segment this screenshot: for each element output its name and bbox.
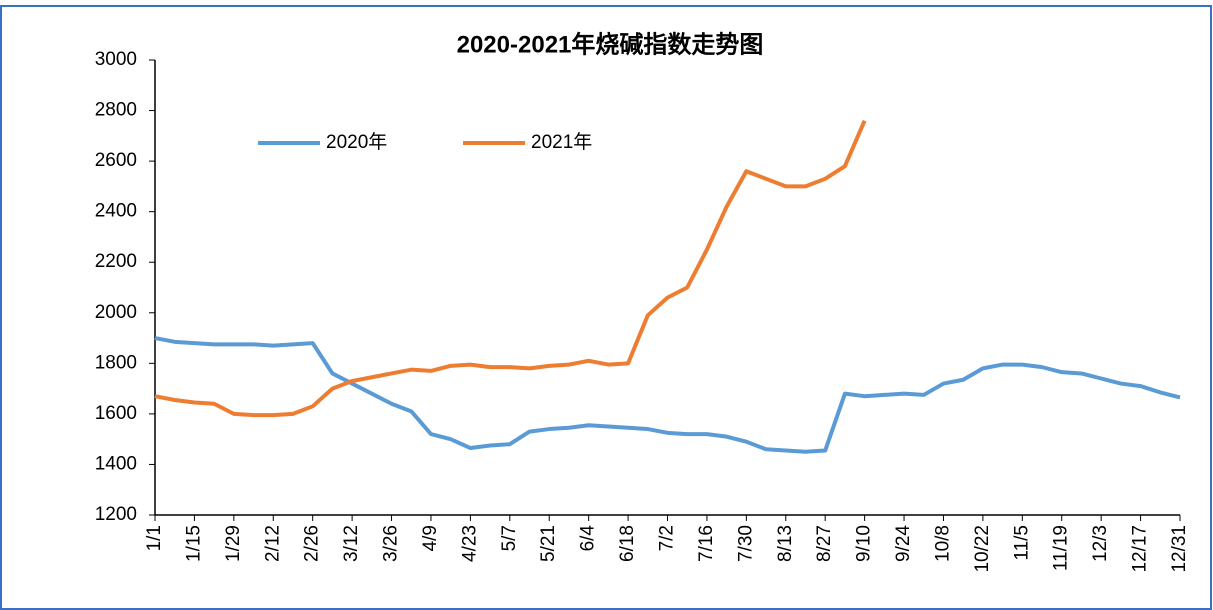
x-tick-label: 3/12	[341, 525, 362, 562]
frame	[0, 5, 1212, 610]
x-tick-label: 11/5	[1011, 525, 1032, 561]
x-tick-label: 12/17	[1130, 525, 1151, 573]
x-tick-label: 10/8	[932, 525, 953, 562]
x-tick-label: 3/26	[381, 525, 402, 562]
x-tick-label: 7/16	[696, 525, 717, 562]
x-tick-label: 1/15	[183, 525, 204, 562]
x-tick-label: 2/26	[302, 525, 323, 562]
x-tick-label: 8/13	[775, 525, 796, 562]
line-series	[154, 119, 867, 418]
x-tick-label: 7/2	[657, 525, 678, 551]
y-tick-label: 1600	[95, 403, 137, 424]
x-tick-label: 4/23	[459, 525, 480, 562]
x-tick-label: 4/9	[420, 525, 441, 551]
y-tick-label: 2000	[95, 302, 137, 323]
x-tick-label: 12/31	[1169, 525, 1190, 573]
x-tick-label: 1/29	[223, 525, 244, 562]
x-tick-label: 12/3	[1090, 525, 1111, 562]
x-tick-label: 5/21	[538, 525, 559, 562]
x-tick-label: 10/22	[972, 525, 993, 573]
x-tick-label: 11/19	[1051, 525, 1072, 571]
y-tick-label: 2400	[95, 201, 137, 222]
x-tick-label: 9/10	[854, 525, 875, 562]
x-tick-label: 7/30	[735, 525, 756, 562]
x-tick-label: 6/4	[578, 525, 599, 552]
y-tick-label: 2600	[95, 150, 137, 171]
y-tick-label: 1400	[95, 453, 137, 474]
legend-label: 2020年	[326, 131, 387, 153]
x-tick-label: 6/18	[617, 525, 638, 562]
y-tick-label: 2200	[95, 251, 137, 272]
y-tick-label: 1800	[95, 352, 137, 373]
x-tick-label: 8/27	[814, 525, 835, 562]
y-tick-label: 1200	[95, 504, 137, 525]
chart-title: 2020-2021年烧碱指数走势图	[457, 30, 764, 58]
x-tick-label: 2/12	[262, 525, 283, 562]
y-tick-label: 3000	[95, 49, 137, 70]
x-tick-label: 9/24	[893, 525, 914, 562]
y-tick-label: 2800	[95, 100, 137, 121]
line-series	[154, 336, 1181, 454]
x-tick-label: 5/7	[499, 525, 520, 551]
x-tick-label: 1/1	[144, 525, 165, 551]
legend-label: 2021年	[531, 131, 592, 153]
